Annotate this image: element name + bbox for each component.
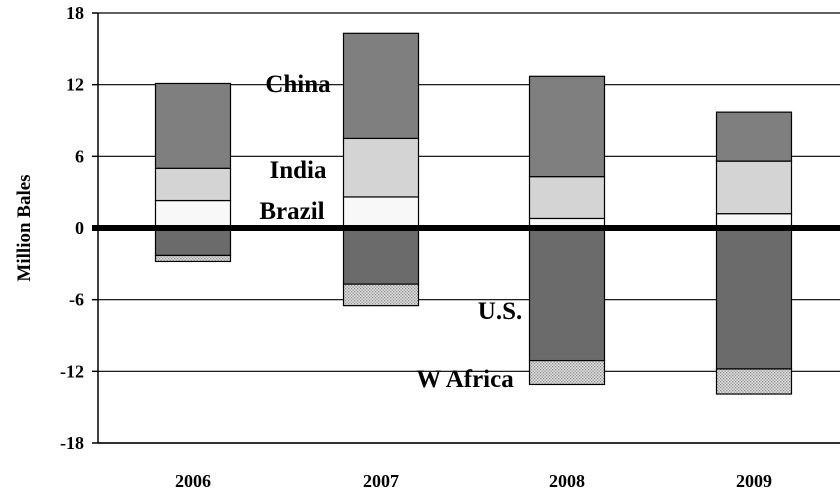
bar-segment-w-africa-2009 <box>715 368 793 395</box>
y-tick-label: 12 <box>66 75 84 95</box>
annotation-u-s-: U.S. <box>478 298 522 325</box>
y-axis-label: Million Bales <box>14 174 35 281</box>
x-category-label: 2006 <box>175 471 211 491</box>
bar-segment-brazil-2006 <box>154 199 232 229</box>
y-tick-label: 6 <box>75 146 84 166</box>
y-tick-labels: 18 12 6 0 -6 -12 -18 <box>60 3 84 453</box>
bar-segment-china-2006 <box>154 82 232 169</box>
bar-segment-u-s--2008 <box>528 227 606 362</box>
bars <box>154 32 793 395</box>
axes <box>92 12 840 444</box>
bar-segment-w-africa-2006 <box>154 254 232 263</box>
y-tick-label: -12 <box>60 361 84 381</box>
bar-segment-china-2007 <box>342 32 420 140</box>
bar-segment-china-2008 <box>528 75 606 178</box>
bar-segment-w-africa-2007 <box>342 283 420 307</box>
annotation-brazil: Brazil <box>259 198 324 225</box>
bar-segment-india-2006 <box>154 167 232 202</box>
y-tick-label: 0 <box>75 218 84 238</box>
annotation-china: China <box>265 71 331 98</box>
bar-segment-india-2009 <box>715 160 793 215</box>
x-category-labels: 2006 2007 2008 2009 <box>175 471 772 491</box>
y-tick-label: -18 <box>60 433 84 453</box>
bar-segment-w-africa-2008 <box>528 359 606 386</box>
x-category-label: 2008 <box>549 471 585 491</box>
bar-segment-china-2009 <box>715 111 793 162</box>
y-tick-label: -6 <box>69 290 84 310</box>
annotation-india: India <box>270 157 327 184</box>
bar-segment-u-s--2006 <box>154 227 232 257</box>
x-category-label: 2007 <box>363 471 399 491</box>
x-category-label: 2009 <box>736 471 772 491</box>
bar-segment-brazil-2007 <box>342 196 420 229</box>
bar-segment-u-s--2007 <box>342 227 420 285</box>
bar-segment-india-2008 <box>528 176 606 220</box>
y-tick-label: 18 <box>66 3 84 23</box>
annotation-w-africa: W Africa <box>416 366 514 393</box>
series-annotations: China India Brazil U.S. W Africa <box>259 71 522 393</box>
bar-segment-u-s--2009 <box>715 227 793 370</box>
bar-segment-india-2007 <box>342 137 420 198</box>
